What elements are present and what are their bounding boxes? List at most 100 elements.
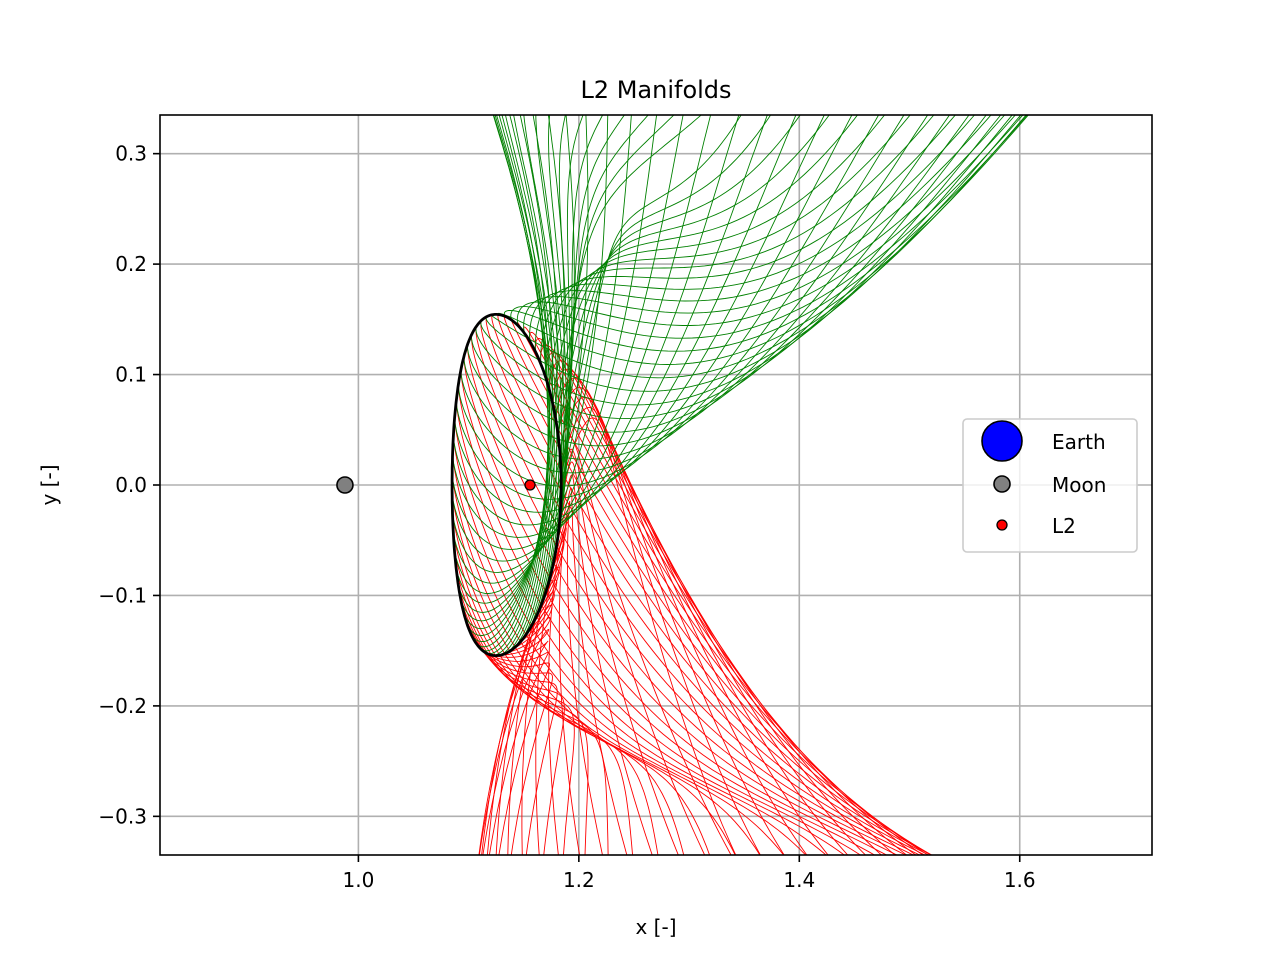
manifold-trajectory xyxy=(513,115,560,629)
manifold-trajectory xyxy=(475,115,553,648)
manifold-trajectory xyxy=(460,115,589,622)
manifold-trajectory xyxy=(452,115,825,526)
manifold-trajectory xyxy=(510,318,932,855)
manifold-trajectory xyxy=(452,436,807,855)
manifold-trajectory xyxy=(493,115,550,656)
manifold-trajectory xyxy=(471,334,907,855)
manifold-trajectory xyxy=(481,115,551,652)
manifold-trajectory xyxy=(504,115,558,638)
x-tick-label: 1.2 xyxy=(563,868,595,892)
y-tick-label: 0.2 xyxy=(115,252,147,276)
manifold-trajectory xyxy=(452,115,712,573)
y-tick-label: 0.1 xyxy=(115,363,147,387)
x-axis-label: x [-] xyxy=(635,915,676,939)
x-tick-label: 1.6 xyxy=(1004,868,1036,892)
manifold-trajectory xyxy=(557,115,830,436)
y-axis-label: y [-] xyxy=(37,464,61,505)
manifold-trajectory xyxy=(457,384,862,855)
manifold-trajectory xyxy=(559,115,801,452)
manifold-trajectories xyxy=(451,115,1029,855)
manifold-trajectory xyxy=(454,115,658,594)
legend-label-l2: L2 xyxy=(1052,514,1076,538)
manifold-trajectory xyxy=(455,400,846,855)
manifold-trajectory xyxy=(494,115,553,651)
y-tick-label: −0.1 xyxy=(98,583,147,607)
manifold-trajectory xyxy=(451,494,736,855)
l2-marker xyxy=(524,479,536,491)
halo-orbit-line xyxy=(450,312,563,657)
manifold-trajectory xyxy=(454,551,659,855)
manifold-trajectory xyxy=(559,115,649,519)
chart-title: L2 Manifolds xyxy=(580,76,731,104)
manifold-trajectory xyxy=(555,487,628,855)
manifold-trajectory xyxy=(451,115,768,550)
manifold-trajectory xyxy=(455,115,632,604)
manifold-trajectory xyxy=(463,356,888,855)
manifold-trajectory xyxy=(457,115,905,487)
manifold-trajectory xyxy=(510,115,1024,339)
manifold-trajectory xyxy=(503,315,933,855)
manifold-trajectory xyxy=(460,115,929,474)
manifold-trajectory xyxy=(454,115,853,513)
manifold-trajectory xyxy=(560,115,742,486)
legend: Earth Moon L2 xyxy=(962,418,1138,553)
legend-label-moon: Moon xyxy=(1052,473,1106,497)
manifold-trajectory xyxy=(523,326,924,855)
legend-marker-earth xyxy=(981,420,1023,462)
manifold-trajectory xyxy=(452,455,785,855)
y-tick-label: −0.3 xyxy=(98,804,147,828)
y-tick-label: 0.3 xyxy=(115,142,147,166)
x-tick-label: 1.4 xyxy=(783,868,815,892)
manifold-trajectory xyxy=(452,533,685,855)
manifold-trajectory xyxy=(460,369,876,855)
manifold-trajectory xyxy=(471,635,558,855)
manifold-trajectory xyxy=(471,115,558,643)
manifold-trajectory xyxy=(498,115,555,645)
manifold-trajectory xyxy=(475,643,553,855)
manifold-trajectory xyxy=(463,115,951,460)
manifold-trajectory xyxy=(486,115,549,655)
manifold-trajectory xyxy=(534,338,908,855)
manifold-trajectory xyxy=(463,613,575,855)
halo-orbit xyxy=(450,312,563,657)
manifold-trajectory xyxy=(451,115,740,562)
manifold-trajectory xyxy=(452,115,684,584)
manifold-trajectory xyxy=(557,115,625,535)
manifold-trajectory xyxy=(503,115,1028,352)
manifold-trajectory xyxy=(559,396,785,855)
moon-marker xyxy=(336,476,354,494)
manifold-trajectory xyxy=(480,320,921,855)
manifold-trajectory xyxy=(534,115,976,353)
manifold-trajectory xyxy=(485,316,926,855)
manifold-trajectory xyxy=(559,461,679,855)
manifold-trajectory xyxy=(492,115,551,654)
manifold-trajectory xyxy=(475,326,915,855)
y-tick-label: 0.0 xyxy=(115,473,147,497)
legend-marker-l2 xyxy=(996,519,1008,531)
manifold-trajectory xyxy=(560,406,761,855)
manifold-trajectory xyxy=(491,115,1027,379)
manifold-trajectory xyxy=(457,115,609,613)
manifold-trajectory xyxy=(467,625,565,855)
manifold-trajectory xyxy=(480,115,1013,406)
manifold-trajectory xyxy=(516,115,1016,327)
manifold-trajectory xyxy=(560,115,702,486)
manifold-trajectory xyxy=(548,513,581,855)
manifold-trajectory xyxy=(516,321,929,855)
manifold-trajectory xyxy=(497,314,932,855)
y-tick-label: −0.2 xyxy=(98,694,147,718)
legend-marker-moon xyxy=(993,475,1011,493)
bodies xyxy=(336,476,536,494)
legend-label-earth: Earth xyxy=(1052,430,1106,454)
manifold-trajectory xyxy=(523,115,563,618)
manifold-trajectory xyxy=(491,314,930,855)
manifold-trajectory xyxy=(560,115,675,502)
manifold-trajectory xyxy=(557,474,653,855)
manifold-trajectory xyxy=(455,115,880,500)
manifold-trajectory xyxy=(452,115,797,538)
manifold-trajectory xyxy=(451,475,761,855)
manifold-trajectory xyxy=(560,115,772,469)
manifold-trajectory xyxy=(471,115,987,433)
axis-ticks: 1.0 1.2 1.4 1.6 0.3 0.2 0.1 0.0 −0.1 −0.2 −0.3 xyxy=(98,142,1035,892)
